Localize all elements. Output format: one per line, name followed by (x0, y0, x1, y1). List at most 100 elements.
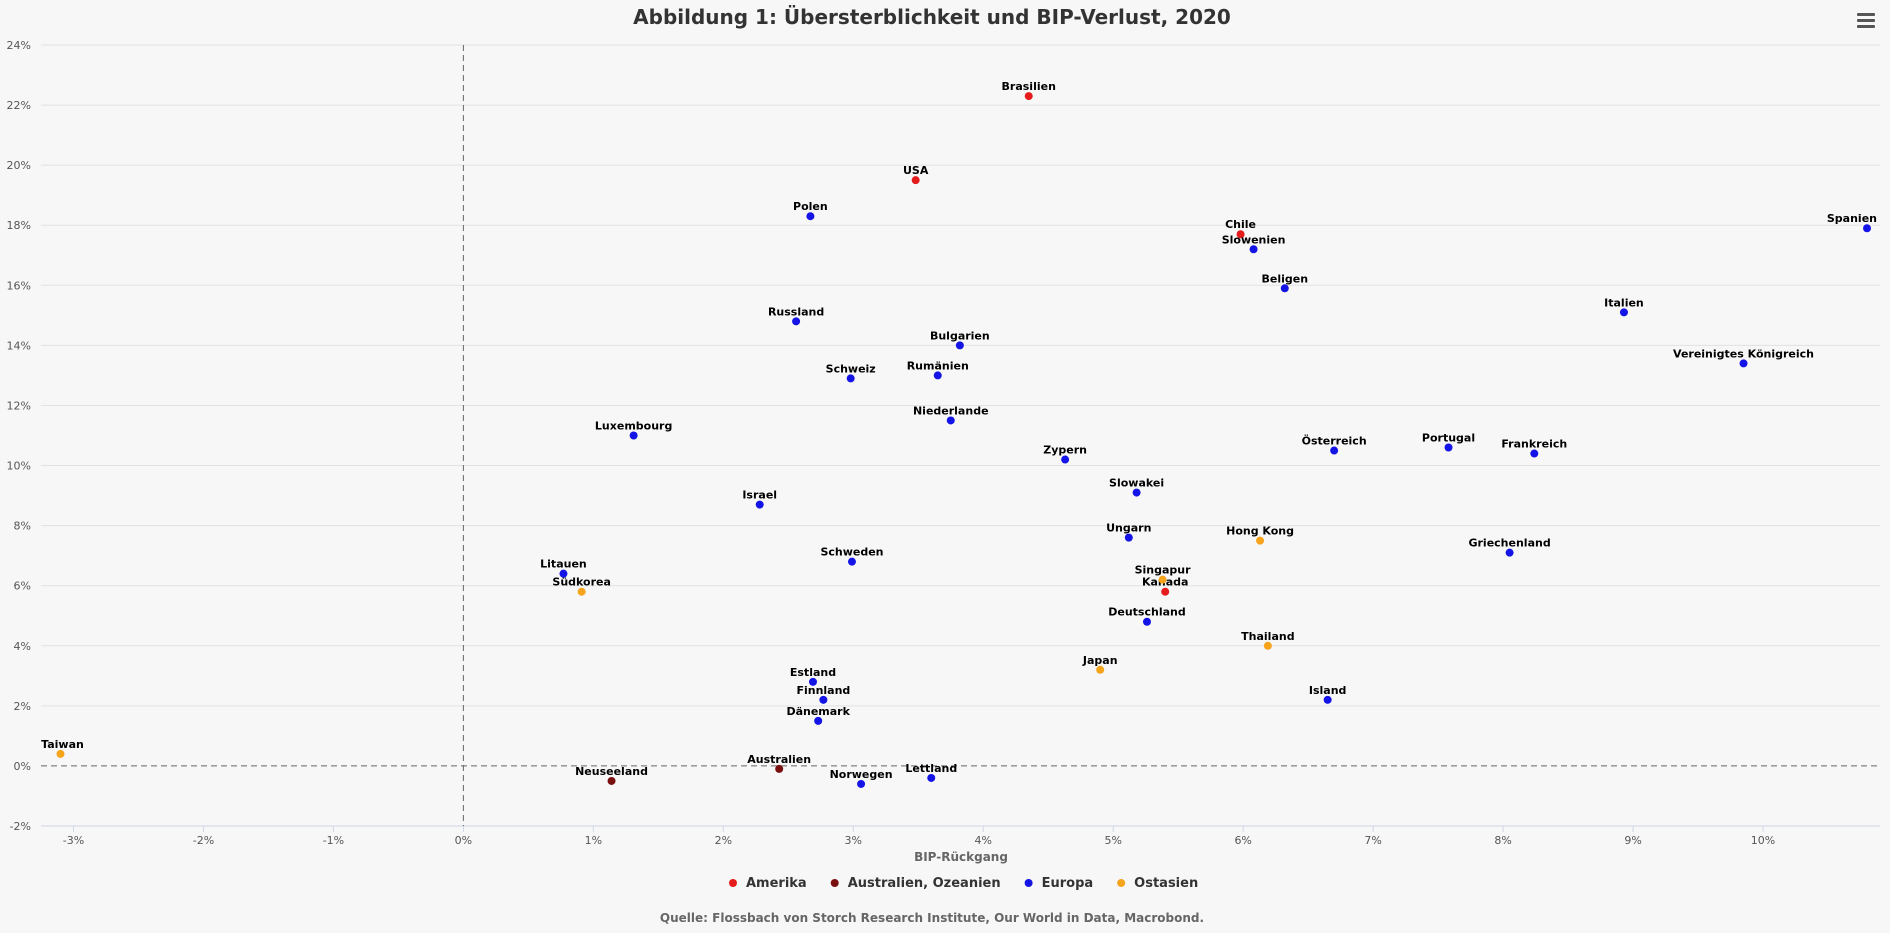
data-point[interactable] (1619, 308, 1628, 317)
data-point[interactable] (1505, 548, 1514, 557)
legend-label: Ostasien (1134, 876, 1198, 891)
data-point[interactable] (846, 374, 855, 383)
x-tick-label: 7% (1364, 834, 1381, 847)
y-tick-label: 10% (7, 460, 31, 473)
data-label: Hong Kong (1226, 525, 1294, 538)
legend-item[interactable]: Europa (1024, 876, 1094, 891)
data-label: Frankreich (1501, 438, 1567, 451)
data-point[interactable] (1132, 488, 1141, 497)
source-note: Quelle: Flossbach von Storch Research In… (660, 911, 1204, 925)
data-label: USA (903, 164, 929, 177)
data-label: Vereinigtes Königreich (1673, 347, 1814, 360)
data-label: Taiwan (41, 738, 84, 751)
data-point[interactable] (607, 776, 616, 785)
data-label: Luxembourg (595, 420, 672, 433)
x-tick-label: 8% (1494, 834, 1511, 847)
data-point[interactable] (56, 749, 65, 758)
data-point[interactable] (933, 371, 942, 380)
legend-marker (830, 879, 839, 887)
data-label: Österreich (1302, 434, 1367, 448)
data-point[interactable] (577, 587, 586, 596)
y-tick-label: 22% (7, 99, 31, 112)
data-point[interactable] (1236, 230, 1245, 239)
chart-title: Abbildung 1: Übersterblichkeit und BIP-V… (633, 5, 1231, 29)
data-point[interactable] (1142, 617, 1151, 626)
data-point[interactable] (1739, 359, 1748, 368)
data-point[interactable] (1863, 224, 1872, 233)
legend-item[interactable]: Ostasien (1117, 876, 1198, 891)
y-tick-label: 18% (7, 219, 31, 232)
data-point[interactable] (1061, 455, 1070, 464)
data-label: Spanien (1827, 212, 1877, 225)
data-label: Schweiz (826, 362, 876, 375)
data-point[interactable] (814, 716, 823, 725)
data-label: Estland (790, 666, 836, 679)
data-label: Slowenien (1222, 233, 1286, 246)
data-label: Südkorea (552, 576, 611, 589)
data-point[interactable] (1444, 443, 1453, 452)
data-point[interactable] (1161, 587, 1170, 596)
data-label: Niederlande (913, 404, 989, 417)
data-point[interactable] (1096, 665, 1105, 674)
data-point[interactable] (1330, 446, 1339, 455)
x-tick-label: 10% (1751, 834, 1775, 847)
data-point[interactable] (857, 779, 866, 788)
legend-label: Europa (1042, 876, 1094, 891)
menu-button[interactable] (1850, 8, 1880, 34)
data-point[interactable] (1024, 92, 1033, 101)
legend-label: Amerika (746, 876, 807, 891)
data-point[interactable] (911, 176, 920, 185)
y-tick-label: 8% (14, 520, 31, 533)
x-tick-label: 2% (715, 834, 732, 847)
data-points: BrasilienUSAChileKanadaNeuseelandAustral… (41, 80, 1877, 788)
data-point[interactable] (1263, 641, 1272, 650)
data-label: Norwegen (830, 768, 893, 781)
data-label: Zypern (1043, 444, 1087, 457)
y-tick-label: 2% (14, 700, 31, 713)
data-point[interactable] (946, 416, 955, 425)
data-point[interactable] (1249, 245, 1258, 254)
legend: Amerika Australien, Ozeanien Europa Ostasie… (729, 876, 1198, 891)
data-label: Thailand (1241, 630, 1294, 643)
data-point[interactable] (1124, 533, 1133, 542)
hamburger-menu-icon (1857, 13, 1875, 28)
data-label: Australien (747, 753, 811, 766)
data-point[interactable] (775, 764, 784, 773)
data-point[interactable] (1323, 695, 1332, 704)
data-label: Polen (793, 200, 828, 213)
x-tick-label: 6% (1234, 834, 1251, 847)
data-point[interactable] (629, 431, 638, 440)
legend-item[interactable]: Amerika (729, 876, 807, 891)
y-tick-label: 0% (14, 760, 31, 773)
data-label: Brasilien (1002, 80, 1056, 93)
data-point[interactable] (927, 773, 936, 782)
data-point[interactable] (808, 677, 817, 686)
data-point[interactable] (792, 317, 801, 326)
data-point[interactable] (955, 341, 964, 350)
x-tick-label: 4% (975, 834, 992, 847)
data-label: Chile (1225, 218, 1256, 231)
data-label: Dänemark (786, 705, 850, 718)
data-label: Lettland (905, 762, 957, 775)
y-tick-label: 24% (7, 39, 31, 52)
data-point[interactable] (1280, 284, 1289, 293)
x-tick-label: -2% (193, 834, 214, 847)
data-point[interactable] (755, 500, 764, 509)
data-label: Singapur (1135, 564, 1192, 577)
data-label: Neuseeland (575, 765, 648, 778)
x-tick-label: 1% (585, 834, 602, 847)
legend-marker (729, 879, 737, 887)
data-label: Portugal (1422, 432, 1475, 445)
data-label: Russland (768, 305, 824, 318)
data-point[interactable] (559, 569, 568, 578)
data-point[interactable] (806, 212, 815, 221)
data-point[interactable] (847, 557, 856, 566)
data-point[interactable] (1530, 449, 1539, 458)
x-tick-label: -1% (323, 834, 344, 847)
data-point[interactable] (1158, 575, 1167, 584)
legend-item[interactable]: Australien, Ozeanien (830, 876, 1001, 891)
data-point[interactable] (819, 695, 828, 704)
data-point[interactable] (1256, 536, 1265, 545)
